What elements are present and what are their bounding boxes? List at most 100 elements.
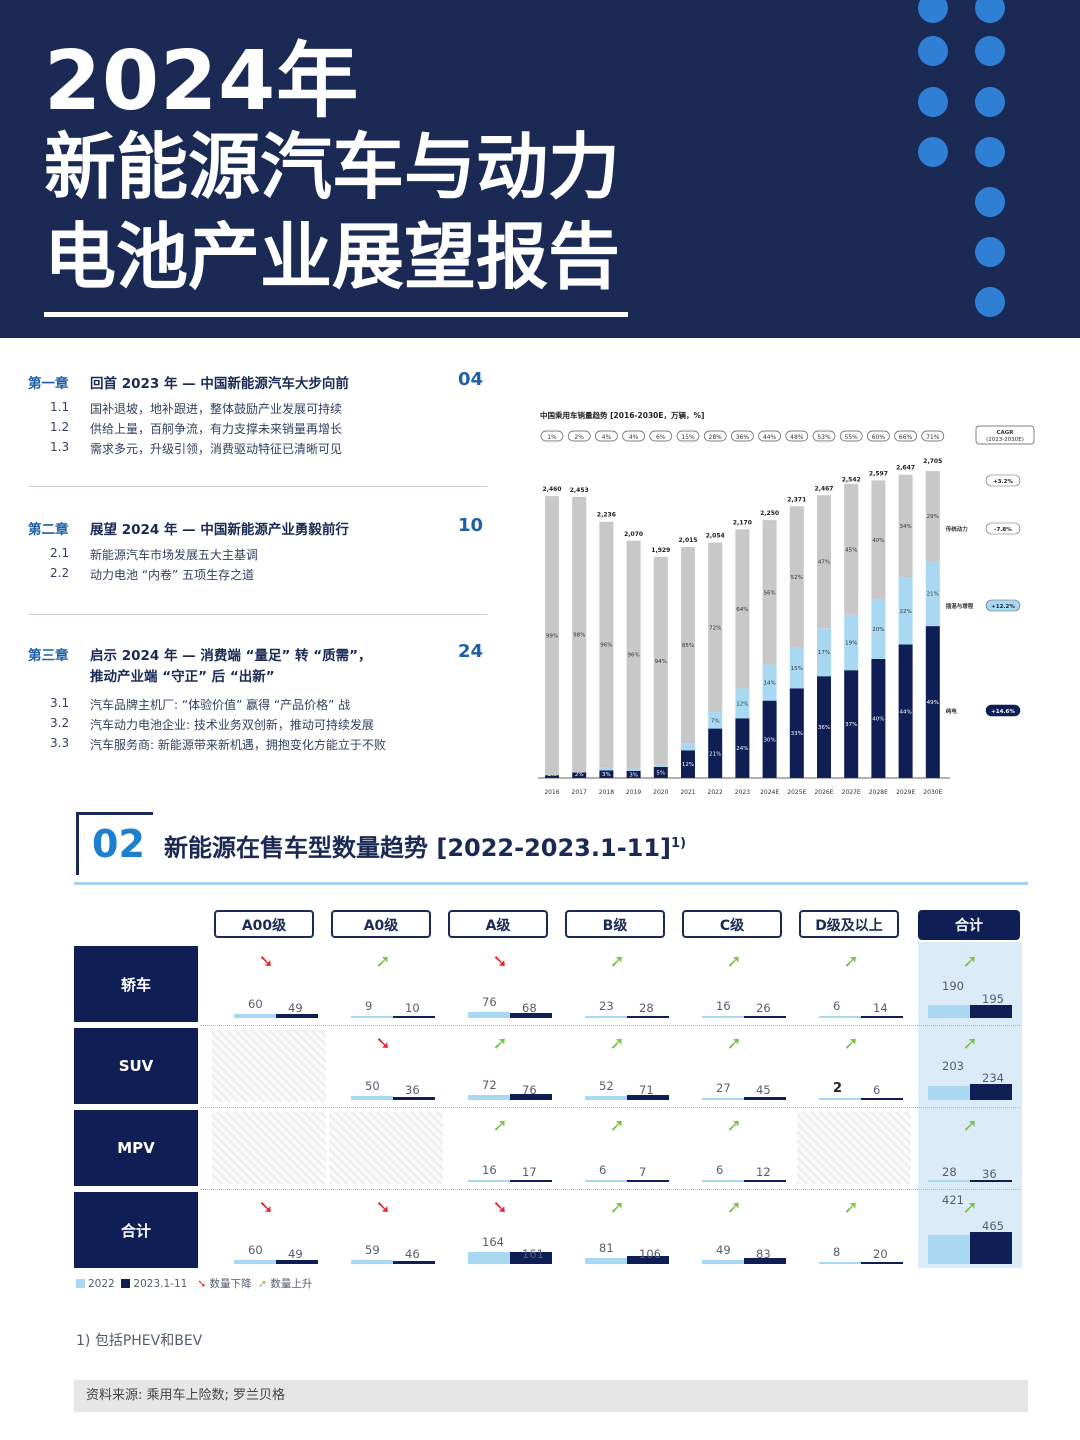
segment-label: 49% [927, 700, 939, 706]
table-cell: ➘ 50 36 [331, 1028, 435, 1104]
bar-2023 [393, 1260, 435, 1264]
segment-label: 30% [763, 737, 775, 743]
segment-label: 21% [709, 751, 721, 757]
table-cell: ➚ 421 465 [918, 1192, 1018, 1268]
chapter-title[interactable]: 启示 2024 年 — 消费端 “量足” 转 “质需”， [90, 648, 372, 664]
bar-2023 [276, 1260, 318, 1264]
bar-2023 [970, 1083, 1012, 1100]
bar-total-label: 2,170 [733, 519, 752, 526]
penetration-label: 48% [790, 434, 804, 441]
chapter-label[interactable]: 第一章 [28, 376, 69, 392]
footnote: 1) 包括PHEV和BEV [76, 1333, 203, 1349]
toc-entry-number: 3.2 [50, 716, 70, 730]
value-2022: 203 [942, 1059, 964, 1074]
value-2022: 23 [599, 999, 614, 1013]
penetration-pill [676, 430, 700, 442]
decorative-dot [918, 87, 948, 117]
table-cell: ➘ 60 49 [214, 1192, 318, 1268]
bar-segment-phev [762, 664, 777, 701]
bar-2022 [702, 1260, 744, 1264]
bar-total-label: 2,236 [597, 512, 616, 519]
report-title-year: 2024年 [44, 34, 360, 129]
bar-2023 [627, 1094, 669, 1100]
chapter-page-number[interactable]: 10 [458, 515, 484, 536]
bar-segment-phev [898, 577, 913, 645]
bar-segment-ice [626, 540, 641, 769]
penetration-pill [622, 430, 645, 442]
penetration-pill [867, 430, 890, 442]
value-2023: 10 [405, 1001, 420, 1015]
bar-2023 [510, 1180, 552, 1182]
up-arrow-icon: ➚ [962, 951, 978, 972]
chapter-label[interactable]: 第二章 [28, 522, 69, 538]
value-2022: 60 [248, 1242, 263, 1257]
bar-segment-ice [572, 496, 587, 773]
bar-segment-bev [681, 750, 695, 778]
section-title: 新能源在售车型数量趋势 [2022-2023.1-11]1) [164, 828, 686, 863]
up-arrow-icon: ➚ [609, 1033, 625, 1054]
value-2022: 2 [833, 1081, 843, 1096]
x-tick-label: 2016 [544, 789, 559, 796]
bar-2022 [585, 1258, 627, 1264]
value-2023: 36 [982, 1166, 997, 1181]
penetration-label: 2% [574, 434, 584, 441]
chapter-page-number[interactable]: 24 [458, 641, 484, 662]
bar-total-label: 1,929 [651, 547, 670, 554]
up-arrow-icon: ➚ [962, 1033, 978, 1054]
bar-segment-bev [653, 766, 668, 778]
bar-2022 [468, 1012, 510, 1018]
bar-total-label: 2,542 [842, 477, 861, 484]
table-cell: ➚ 6 12 [682, 1110, 786, 1186]
bar-2023 [970, 1232, 1012, 1264]
table-cell: ➚ 6 7 [565, 1110, 669, 1186]
value-2023: 7 [639, 1165, 647, 1179]
table-cell: ➚ 49 83 [682, 1192, 786, 1268]
bar-2022 [928, 1086, 970, 1100]
series-name-label: 纯电 [946, 707, 958, 715]
bar-segment-bev [762, 700, 777, 778]
value-2023: 26 [756, 1001, 771, 1015]
value-2023: 45 [756, 1083, 771, 1097]
x-tick-label: 2017 [572, 789, 587, 796]
bar-2023 [510, 1094, 552, 1100]
legend-label-down: 数量下降 [209, 1278, 252, 1290]
segment-label: 22% [899, 609, 911, 615]
segment-label: 94% [655, 659, 667, 665]
chapter-title-line-2[interactable]: 推动产业端 “守正” 后 “出新” [90, 669, 275, 685]
segment-label: 40% [872, 538, 884, 544]
table-cell: ➚ 27 45 [682, 1028, 786, 1104]
toc-entry-number: 3.1 [50, 696, 70, 710]
cagr-value: +14.6% [991, 709, 1015, 715]
value-2022: 27 [716, 1081, 731, 1095]
x-tick-label: 2025E [787, 789, 806, 796]
value-2022: 28 [942, 1165, 957, 1179]
chapter-title[interactable]: 回首 2023 年 — 中国新能源汽车大步向前 [90, 376, 349, 392]
table-cell: ➚ 28 36 [918, 1110, 1018, 1186]
up-arrow-icon: ➚ [609, 951, 625, 972]
up-arrow-icon: ➚ [375, 951, 391, 972]
bar-total-label: 2,070 [624, 531, 643, 538]
penetration-pill [758, 430, 781, 442]
bar-2022 [234, 1259, 276, 1264]
value-2023: 49 [288, 1001, 303, 1015]
chapter-label[interactable]: 第三章 [28, 648, 69, 664]
value-2022: 164 [482, 1235, 504, 1249]
value-2023: 71 [639, 1083, 654, 1097]
x-tick-label: 2023 [735, 789, 750, 796]
bar-2022 [585, 1016, 627, 1018]
segment-label: 45% [845, 547, 857, 553]
cagr-pill [985, 522, 1021, 535]
x-tick-label: 2028E [869, 789, 888, 796]
penetration-pill [649, 430, 673, 442]
chapter-page-number[interactable]: 04 [458, 369, 484, 390]
up-arrow-icon: ➚ [726, 1033, 742, 1054]
decorative-dot [918, 36, 948, 66]
chapter-title[interactable]: 展望 2024 年 — 中国新能源产业勇毅前行 [90, 522, 349, 538]
up-arrow-icon: ➚ [843, 1033, 859, 1054]
decorative-dot [975, 36, 1005, 66]
bar-total-label: 2,597 [869, 470, 888, 477]
legend-label-up: 数量上升 [270, 1278, 313, 1290]
bar-2022 [351, 1259, 393, 1264]
bar-total-label: 2,460 [543, 486, 562, 493]
bar-2022 [702, 1016, 744, 1018]
